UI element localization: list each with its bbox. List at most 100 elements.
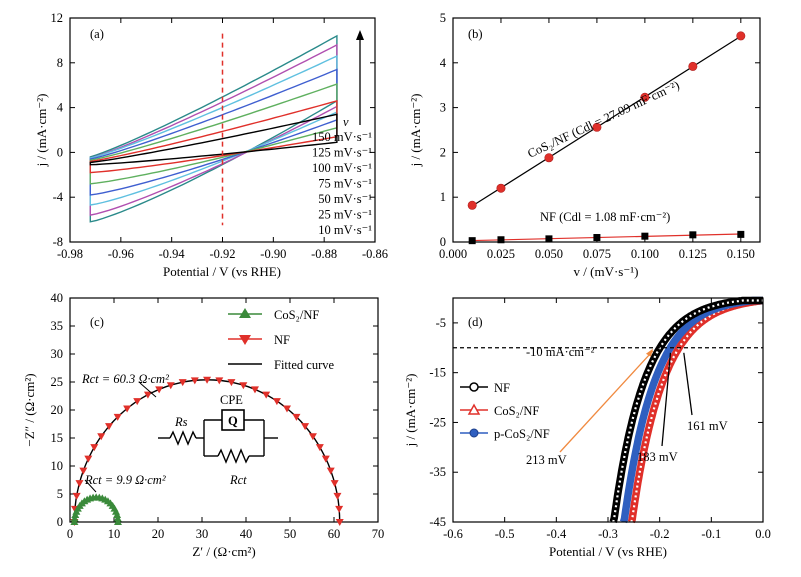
d-legend-marker (469, 428, 479, 438)
c-point-nf (72, 492, 81, 500)
c-nf-rct-label: Rct = 60.3 Ω·cm² (81, 372, 169, 386)
c-xtick-label: 30 (196, 527, 209, 541)
a-xtick-label: -0.90 (260, 247, 286, 261)
c-point-nf (97, 433, 106, 441)
a-arrow-label: v (343, 115, 349, 129)
d-legend-marker (467, 403, 481, 415)
c-ylabel: −Z″ / (Ω·cm²) (22, 373, 37, 446)
d-series-hatch-0 (612, 299, 763, 523)
b-point-cos2 (467, 200, 477, 210)
b-point-nf (468, 237, 476, 245)
b-ytick-label: 4 (440, 56, 447, 70)
c-ytick-label: 25 (51, 375, 64, 389)
c-circuit-q: Q (228, 414, 238, 428)
d-legend-label: NF (494, 381, 510, 395)
d-ann-cos2-arrow (683, 352, 693, 416)
b-point-cos2 (640, 92, 650, 102)
a-xtick-label: -0.86 (362, 247, 388, 261)
d-xtick-label: -0.2 (650, 527, 670, 541)
b-data (467, 31, 746, 245)
c-ytick-label: 35 (51, 319, 64, 333)
c-point-nf (262, 391, 271, 399)
b-ytick-label: 1 (440, 190, 446, 204)
b-xtick-label: 0.075 (583, 247, 611, 261)
c-point-cos2 (113, 518, 122, 525)
c-ytick-label: 10 (51, 459, 64, 473)
a-ytick-label: 4 (57, 101, 64, 115)
c-circuit-cpe: CPE (220, 393, 243, 407)
c-point-nf (335, 519, 344, 526)
a-xtick-label: -0.92 (209, 247, 235, 261)
panel-d-lsv: -0.6 -0.5 -0.4 -0.3 -0.2 -0.1 0.0 -5 -15 -25 -35 -4… (403, 296, 771, 559)
c-point-nf (79, 467, 88, 475)
c-xtick-label: 50 (284, 527, 297, 541)
c-point-nf (326, 467, 335, 475)
d-ticks: -0.6 -0.5 -0.4 -0.3 -0.2 -0.1 0.0 -5 -15 -25 -35 -4… (429, 298, 771, 541)
a-series-2 (89, 55, 338, 206)
a-legend-item: 125 mV·s⁻¹ (312, 146, 372, 160)
c-point-cos2 (113, 511, 122, 519)
d-xtick-label: -0.6 (443, 527, 463, 541)
c-point-nf (301, 423, 310, 431)
b-point-cos2 (496, 183, 506, 193)
a-xlabel: Potential / V (vs RHE) (163, 264, 281, 279)
c-ytick-label: 30 (51, 347, 64, 361)
c-legend-label: Fitted curve (274, 358, 335, 372)
b-point-cos2 (736, 31, 746, 41)
d-panel-label: (d) (468, 315, 483, 329)
a-legend-item: 75 mV·s⁻¹ (318, 177, 372, 191)
a-series-1 (89, 43, 338, 216)
c-point-nf (113, 413, 122, 421)
b-point-cos2 (544, 153, 554, 163)
b-point-nf (737, 230, 745, 238)
a-xtick-label: -0.98 (57, 247, 83, 261)
a-legend-item: 150 mV·s⁻¹ (312, 130, 372, 144)
d-ylabel: j / (mA·cm⁻²) (403, 374, 418, 448)
c-point-nf (143, 391, 152, 399)
d-xtick-label: -0.1 (701, 527, 721, 541)
d-xtick-label: 0.0 (755, 527, 771, 541)
c-point-nf (335, 505, 344, 513)
c-ticks: 0 10 20 30 40 50 60 70 0 5 10 15 20 25 30 35 40 (51, 291, 385, 541)
d-ytick-label: -35 (429, 465, 446, 479)
c-point-nf (155, 386, 164, 394)
b-series2-label: NF (Cdl = 1.08 mF·cm⁻²) (540, 210, 670, 224)
a-curves (89, 34, 338, 223)
c-point-nf (333, 492, 342, 500)
a-series-3 (89, 68, 338, 196)
c-point-nf (321, 455, 330, 463)
c-point-nf (315, 444, 324, 452)
a-xtick-label: -0.96 (108, 247, 134, 261)
a-legend-item: 100 mV·s⁻¹ (312, 161, 372, 175)
b-point-nf (641, 232, 649, 240)
a-ytick-label: -8 (53, 235, 63, 249)
c-point-nf (75, 480, 84, 488)
c-point-nf (330, 480, 339, 488)
b-ytick-label: 2 (440, 145, 446, 159)
c-xtick-label: 40 (240, 527, 253, 541)
c-ytick-label: 0 (57, 515, 63, 529)
c-point-cos2 (113, 514, 122, 522)
c-point-nf (190, 377, 199, 385)
c-point-nf (283, 405, 292, 413)
d-data (609, 296, 766, 524)
c-point-nf (105, 423, 114, 431)
c-circuit-rs: Rs (174, 415, 188, 429)
c-point-nf (272, 398, 281, 406)
a-legend-item: 50 mV·s⁻¹ (318, 192, 372, 206)
b-xtick-label: 0.100 (631, 247, 659, 261)
c-legend-label: CoS₂/NF (274, 308, 319, 322)
d-xlabel: Potential / V (vs RHE) (549, 544, 667, 559)
d-ann-nf: 213 mV (526, 453, 567, 467)
b-ylabel: j / (mA·cm⁻²) (408, 94, 423, 168)
a-ytick-label: -4 (53, 190, 64, 204)
c-xtick-label: 20 (152, 527, 165, 541)
a-series-6 (89, 113, 338, 166)
c-point-nf (292, 413, 301, 421)
d-ann-nf-arrow (559, 350, 654, 453)
b-xtick-label: 0.000 (439, 247, 467, 261)
d-ann-pcos2: 183 mV (637, 450, 678, 464)
b-xtick-label: 0.050 (535, 247, 563, 261)
